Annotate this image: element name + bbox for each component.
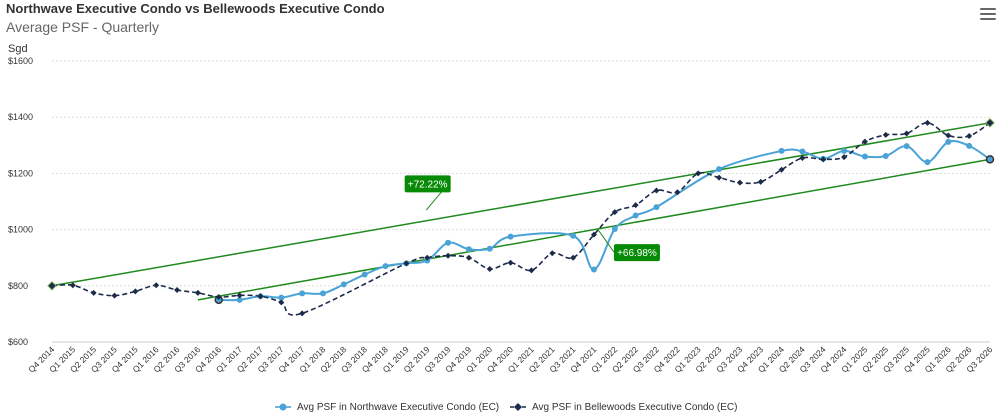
data-point[interactable] bbox=[632, 202, 639, 209]
data-point[interactable] bbox=[236, 292, 243, 299]
data-point[interactable] bbox=[570, 254, 577, 261]
data-point[interactable] bbox=[799, 148, 806, 155]
data-point[interactable] bbox=[945, 138, 952, 145]
trend-labels: +72.22% +66.98% bbox=[404, 175, 660, 262]
y-tick-label: $800 bbox=[8, 281, 28, 291]
data-point[interactable] bbox=[820, 156, 827, 163]
data-point[interactable] bbox=[590, 266, 597, 273]
legend-label: Avg PSF in Bellewoods Executive Condo (E… bbox=[532, 402, 737, 413]
data-point[interactable] bbox=[590, 231, 597, 238]
data-point[interactable] bbox=[945, 132, 952, 139]
data-point[interactable] bbox=[653, 204, 660, 211]
data-point[interactable] bbox=[736, 179, 743, 186]
data-point[interactable] bbox=[174, 287, 181, 294]
data-point[interactable] bbox=[299, 310, 306, 317]
y-tick-label: $1000 bbox=[8, 225, 33, 235]
data-point[interactable] bbox=[153, 282, 160, 289]
data-point[interactable] bbox=[924, 119, 931, 126]
data-point[interactable] bbox=[882, 131, 889, 138]
trend-label: +66.98% bbox=[617, 248, 657, 259]
data-point[interactable] bbox=[611, 209, 618, 216]
data-point[interactable] bbox=[507, 259, 514, 266]
legend-label: Avg PSF in Northwave Executive Condo (EC… bbox=[297, 402, 499, 413]
data-point[interactable] bbox=[611, 226, 618, 233]
data-point[interactable] bbox=[716, 174, 723, 181]
data-point[interactable] bbox=[403, 260, 410, 267]
data-point[interactable] bbox=[319, 290, 326, 297]
data-point[interactable] bbox=[299, 290, 306, 297]
data-point[interactable] bbox=[47, 281, 57, 291]
y-tick-label: $600 bbox=[8, 337, 28, 347]
data-point[interactable] bbox=[382, 263, 389, 270]
data-point[interactable] bbox=[111, 292, 118, 299]
data-point[interactable] bbox=[445, 239, 452, 246]
legend-item[interactable]: Avg PSF in Bellewoods Executive Condo (E… bbox=[510, 402, 737, 413]
chart-subtitle: Average PSF - Quarterly bbox=[6, 19, 160, 35]
data-point[interactable] bbox=[278, 294, 285, 301]
data-point[interactable] bbox=[778, 147, 785, 154]
data-point[interactable] bbox=[465, 246, 472, 253]
trend-label: +72.22% bbox=[408, 179, 448, 190]
data-point[interactable] bbox=[465, 254, 472, 261]
data-point[interactable] bbox=[966, 142, 973, 149]
legend: Avg PSF in Northwave Executive Condo (EC… bbox=[275, 402, 737, 413]
data-point[interactable] bbox=[653, 187, 660, 194]
data-point[interactable] bbox=[966, 133, 973, 140]
legend-item[interactable]: Avg PSF in Northwave Executive Condo (EC… bbox=[275, 402, 499, 413]
grid-lines bbox=[52, 60, 990, 343]
data-point[interactable] bbox=[528, 267, 535, 274]
y-tick-label: $1200 bbox=[8, 168, 33, 178]
data-point[interactable] bbox=[841, 147, 848, 154]
data-point[interactable] bbox=[90, 289, 97, 296]
data-point[interactable] bbox=[799, 154, 806, 161]
data-point[interactable] bbox=[861, 153, 868, 160]
data-point[interactable] bbox=[194, 289, 201, 296]
trend-line bbox=[197, 158, 991, 301]
data-point[interactable] bbox=[215, 294, 222, 301]
data-point[interactable] bbox=[903, 130, 910, 137]
data-point[interactable] bbox=[257, 293, 264, 300]
data-point[interactable] bbox=[882, 152, 889, 159]
data-point[interactable] bbox=[861, 138, 868, 145]
data-point[interactable] bbox=[985, 118, 995, 128]
data-point[interactable] bbox=[507, 233, 514, 240]
data-point[interactable] bbox=[632, 212, 639, 219]
trend-line bbox=[51, 122, 991, 287]
data-point[interactable] bbox=[570, 232, 577, 239]
data-point[interactable] bbox=[716, 166, 723, 173]
data-point[interactable] bbox=[278, 299, 285, 306]
data-point[interactable] bbox=[69, 282, 76, 289]
chart-title: Northwave Executive Condo vs Bellewoods … bbox=[6, 1, 385, 16]
hamburger-menu-icon[interactable] bbox=[980, 8, 996, 22]
data-point[interactable] bbox=[340, 281, 347, 288]
series-points bbox=[47, 118, 995, 317]
trend-label-box bbox=[404, 175, 451, 193]
y-axis-label: Sgd bbox=[8, 43, 28, 55]
trend-lines bbox=[51, 122, 991, 301]
trend-label-connector bbox=[597, 229, 615, 253]
data-point[interactable] bbox=[985, 155, 995, 164]
data-point[interactable] bbox=[424, 254, 431, 261]
data-point[interactable] bbox=[903, 143, 910, 150]
data-point[interactable] bbox=[778, 166, 785, 173]
data-point[interactable] bbox=[486, 245, 493, 252]
data-point[interactable] bbox=[132, 288, 139, 295]
y-tick-label: $1400 bbox=[8, 112, 33, 122]
data-point[interactable] bbox=[236, 296, 243, 303]
data-point[interactable] bbox=[549, 250, 556, 257]
y-tick-label: $1600 bbox=[8, 56, 33, 66]
data-point[interactable] bbox=[486, 265, 493, 272]
data-point[interactable] bbox=[674, 189, 681, 196]
data-point[interactable] bbox=[445, 252, 452, 259]
trend-label-box bbox=[613, 244, 660, 262]
data-point[interactable] bbox=[924, 159, 931, 166]
data-point[interactable] bbox=[695, 170, 702, 177]
data-point[interactable] bbox=[757, 178, 764, 185]
data-point[interactable] bbox=[841, 154, 848, 161]
y-axis-ticks: $600 $800 $1000 $1200 $1400 $1600 bbox=[8, 56, 33, 347]
data-point[interactable] bbox=[361, 271, 368, 278]
